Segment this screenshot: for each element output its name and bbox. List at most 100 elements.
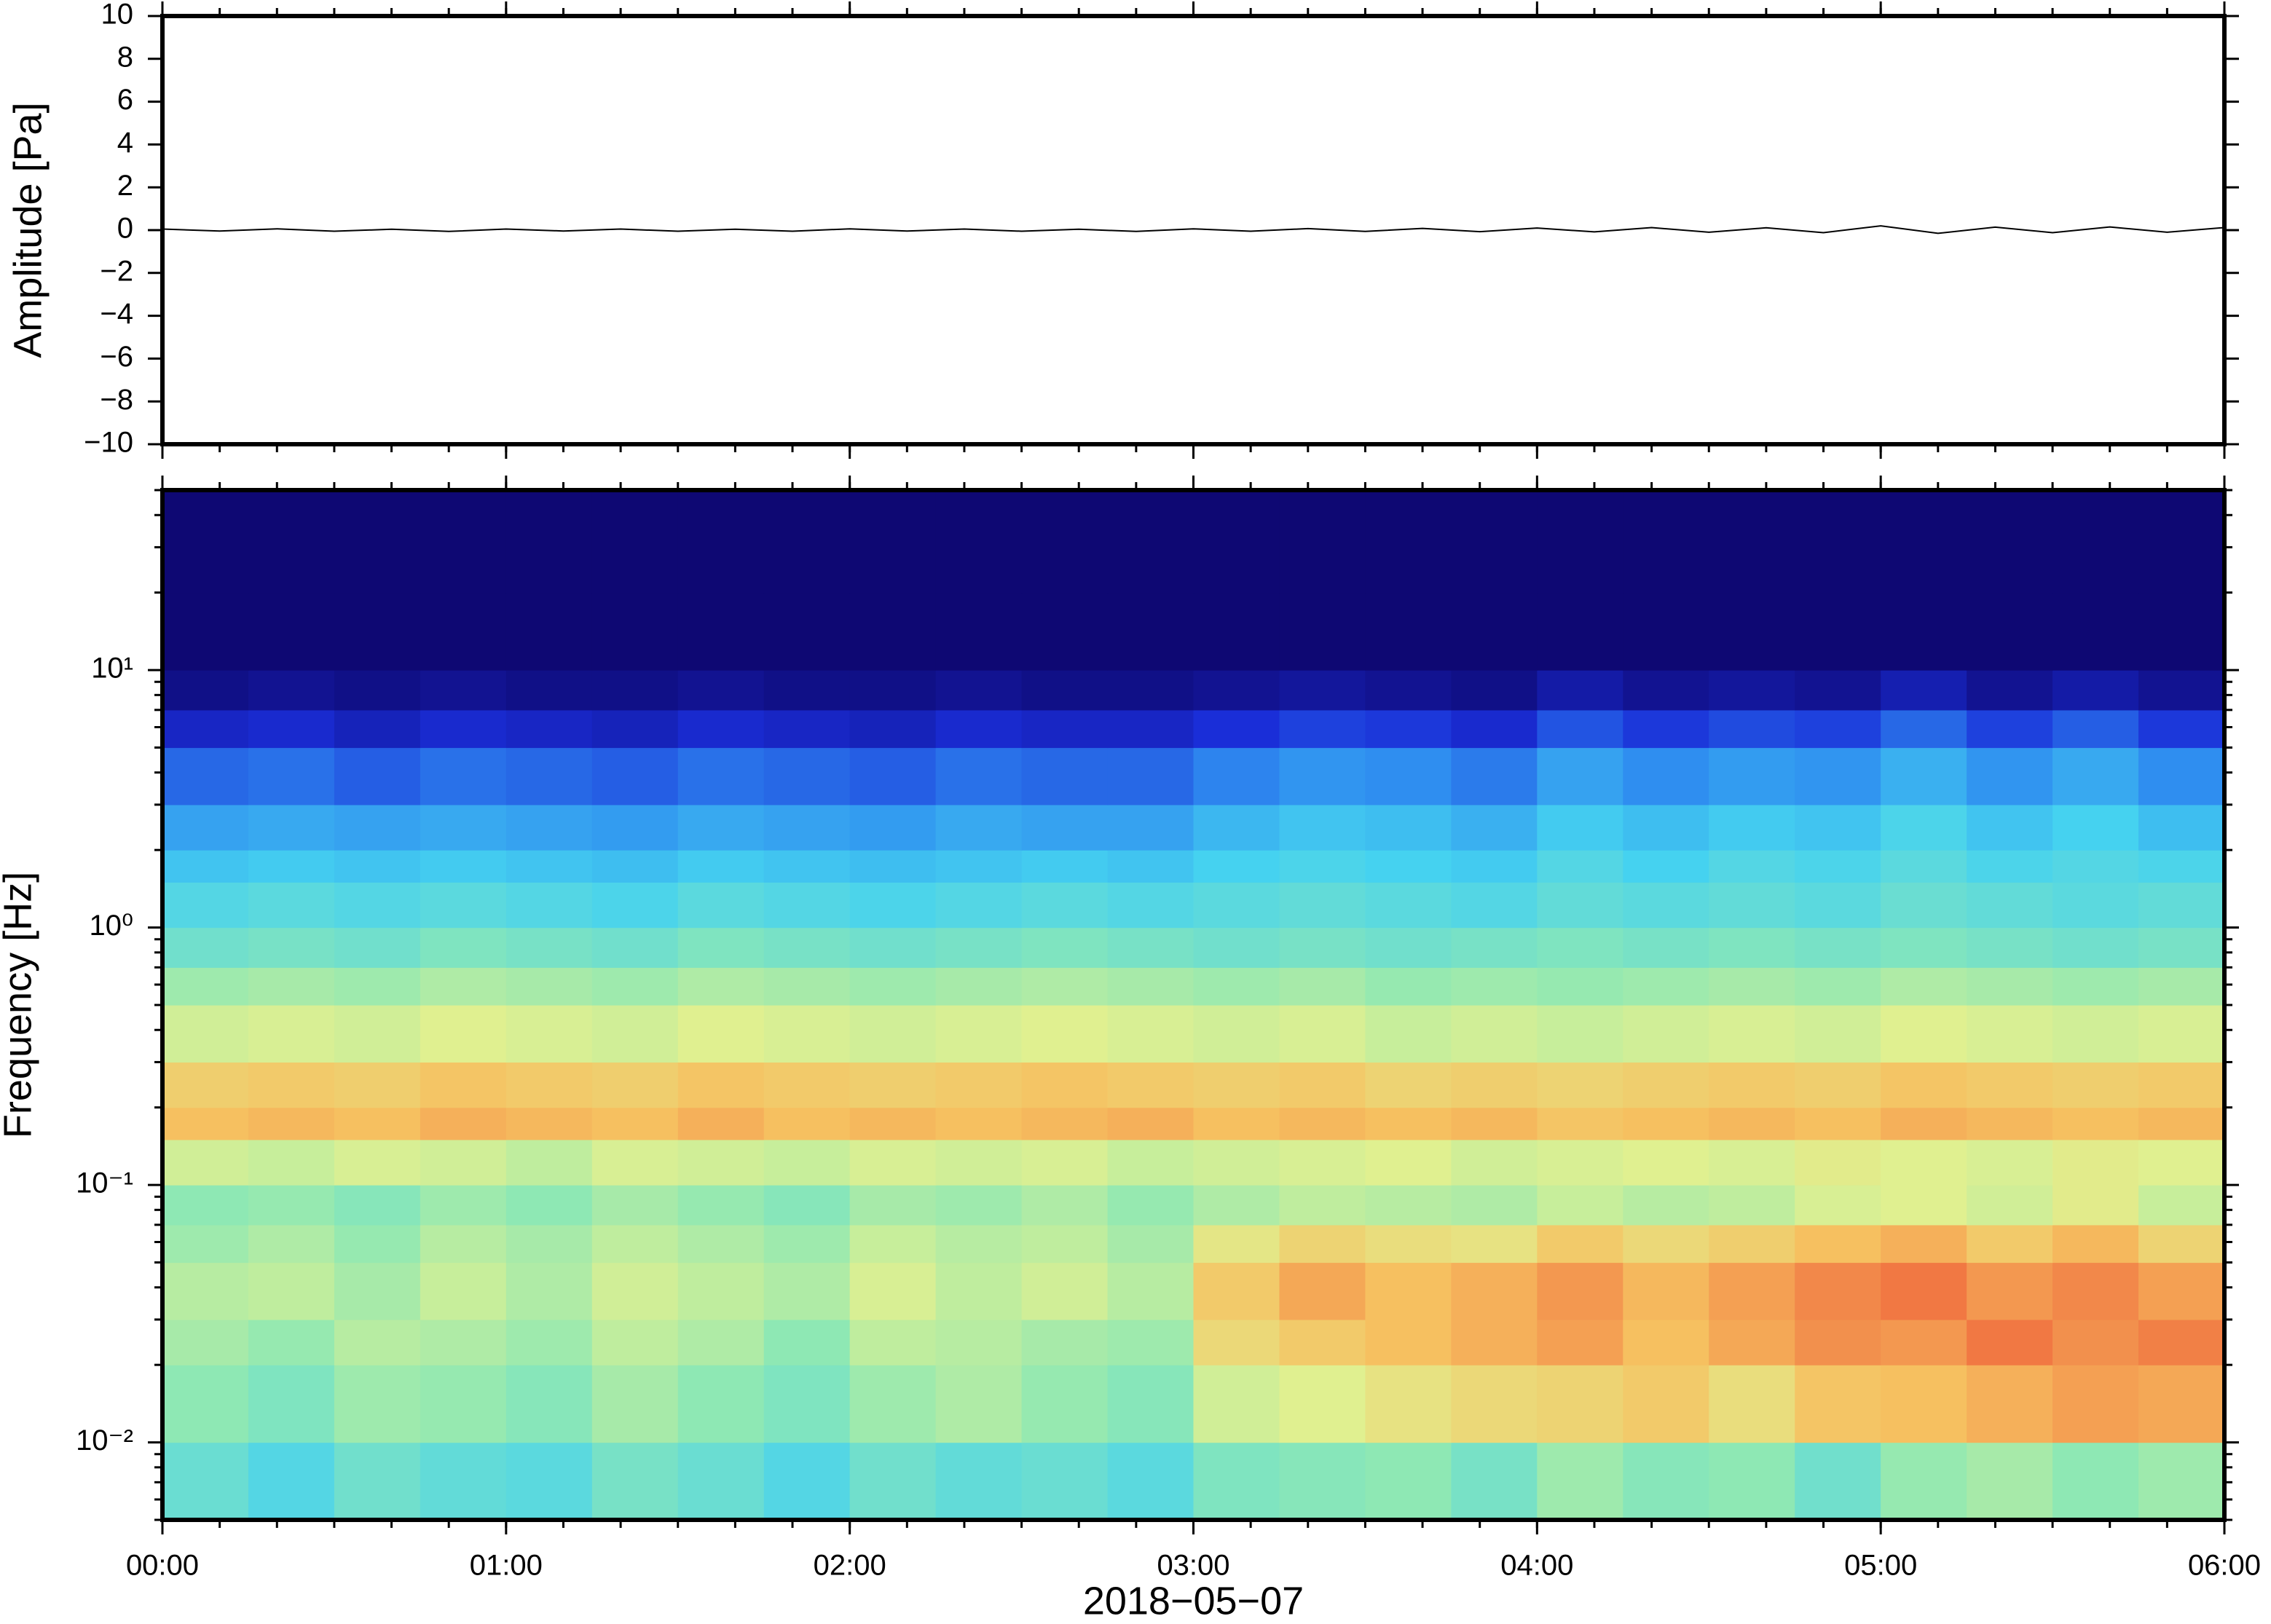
spectrogram-cell [1795,1062,1881,1108]
spectrogram-cell [1537,1005,1623,1063]
y-tick-label: 10⁻² [76,1424,133,1457]
spectrogram-cell [1537,1365,1623,1443]
spectrogram-cell [1881,927,1967,968]
spectrogram-cell [248,1442,335,1520]
spectrogram-cell [1365,1319,1452,1365]
spectrogram-cell [162,967,249,1006]
spectrogram-cell [334,1062,421,1108]
spectrogram-cell [162,804,249,851]
spectrogram-cell [1623,747,1709,805]
spectrogram-cell [162,592,249,671]
spectrogram-cell [1193,1442,1280,1520]
spectrogram-cell [1623,1262,1709,1320]
y-tick-label: 6 [117,84,133,116]
spectrogram-cell [1365,1139,1452,1186]
waveform [162,225,2224,234]
spectrogram-cell [935,747,1023,805]
plot-area [162,225,2224,234]
spectrogram-cell [248,747,335,805]
spectrogram-cell [2138,1442,2224,1520]
spectrogram-cell [1021,1005,1109,1063]
spectrogram-cell [1365,1442,1452,1520]
spectrogram-cell [1537,747,1623,805]
spectrogram-cell [849,1139,937,1186]
spectrogram-cell [420,804,507,851]
spectrogram-cell [505,1139,593,1186]
spectrogram-cell [505,670,593,711]
spectrogram-cell [1193,1319,1280,1365]
spectrogram-cell [849,1224,937,1264]
spectrogram-cell [591,1062,679,1108]
spectrogram-cell [334,882,421,929]
x-tick-label: 02:00 [814,1550,886,1582]
spectrogram-cell [1967,804,2053,851]
spectrogram-cell [420,670,507,711]
spectrogram-cell [505,804,593,851]
spectrogram-cell [162,1319,249,1365]
spectrogram-cell [677,1319,765,1365]
spectrogram-cell [935,490,1023,594]
spectrogram-cell [1709,882,1795,929]
spectrogram-cell [1451,1005,1538,1063]
spectrogram-cell [1021,670,1109,711]
spectrogram-cell [420,1139,507,1186]
spectrogram-cell [935,967,1023,1006]
spectrogram-cell [1107,1062,1194,1108]
spectrogram-cell [1193,1139,1280,1186]
spectrogram-cell [1881,967,1967,1006]
spectrogram-cell [1881,490,1967,594]
spectrogram-cell [763,490,851,594]
spectrogram-cell [1107,1442,1194,1520]
spectrogram-cell [162,1139,249,1186]
spectrogram-cell [591,967,679,1006]
spectrogram-cell [935,592,1023,671]
y-axis-label: Frequency [Hz] [0,872,39,1138]
spectrogram-cell [505,1319,593,1365]
spectrogram-cell [1279,1107,1366,1140]
spectrogram-cell [1451,490,1538,594]
spectrogram-cell [1193,1005,1280,1063]
spectrogram-cell [1537,1062,1623,1108]
plot-area [162,490,2224,1520]
y-tick-label: −8 [100,384,133,416]
spectrogram-cell [1623,1365,1709,1443]
spectrogram-cell [2138,1185,2224,1226]
spectrogram-cell [1881,850,1967,883]
spectrogram-cell [849,490,937,594]
spectrogram-cell [248,927,335,968]
spectrogram-cell [591,592,679,671]
spectrogram-cell [591,1319,679,1365]
spectrogram-cell [1795,670,1881,711]
spectrogram-cell [1881,1107,1967,1140]
spectrogram-cell [420,1185,507,1226]
spectrogram-cell [849,592,937,671]
spectrogram-cell [2138,850,2224,883]
spectrogram-cell [1365,709,1452,749]
spectrogram-cell [1967,1185,2053,1226]
spectrogram-cell [1107,804,1194,851]
spectrogram-cell [1709,1139,1795,1186]
spectrogram-cell [420,592,507,671]
spectrogram-cell [849,1262,937,1320]
spectrogram-cell [591,709,679,749]
panel: 00:00 01:00 02:00 03:00 04:00 05:00 06:00 10⁻² 1… [0,476,2261,1623]
spectrogram-cell [763,709,851,749]
spectrogram-cell [1279,670,1366,711]
spectrogram-cell [2138,1262,2224,1320]
spectrogram-cell [420,1107,507,1140]
spectrogram-cell [334,1442,421,1520]
spectrogram-cell [1709,850,1795,883]
spectrogram-cell [1193,1365,1280,1443]
spectrogram-cell [1193,1107,1280,1140]
spectrogram-cell [1107,1185,1194,1226]
spectrogram-cell [1623,967,1709,1006]
x-tick-label: 05:00 [1844,1550,1917,1582]
spectrogram-cell [1279,967,1366,1006]
spectrogram-cell [1107,747,1194,805]
y-tick-label: 2 [117,170,133,202]
spectrogram-cell [1451,747,1538,805]
spectrogram-cell [1021,1224,1109,1264]
spectrogram-cell [1193,670,1280,711]
spectrogram-cell [591,1224,679,1264]
spectrogram-cell [1193,592,1280,671]
